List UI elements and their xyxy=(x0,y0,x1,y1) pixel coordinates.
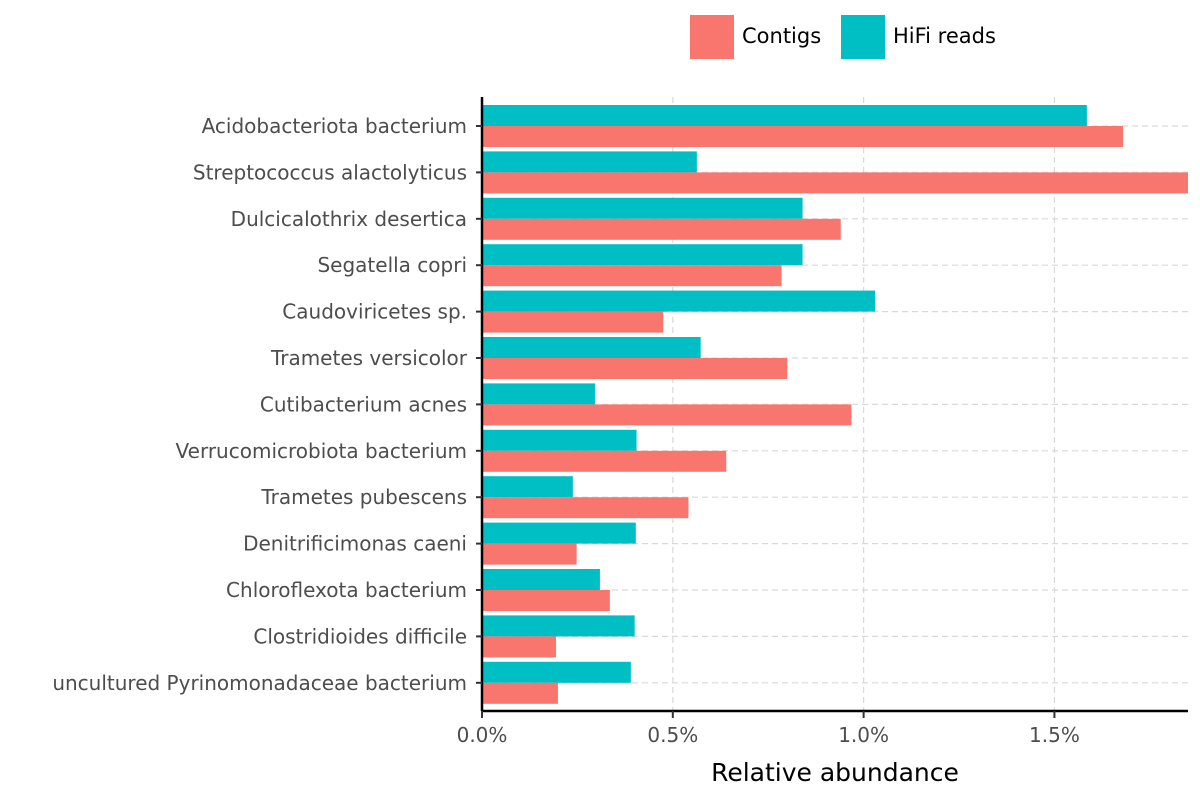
y-tick-label: Dulcicalothrix desertica xyxy=(231,207,467,231)
legend-label-hifi-reads: HiFi reads xyxy=(893,24,996,48)
y-tick-label: Chloroflexota bacterium xyxy=(226,578,467,602)
x-tick-label: 0.0% xyxy=(457,723,508,747)
bar-hifi-reads-cutibacterium-acnes xyxy=(482,383,595,405)
bar-contigs-trametes-pubescens xyxy=(482,497,689,519)
x-tick-label: 1.5% xyxy=(1029,723,1080,747)
legend-swatch-hifi-reads xyxy=(841,15,885,59)
bar-hifi-reads-caudoviricetes-sp xyxy=(482,290,876,312)
bar-contigs-caudoviricetes-sp xyxy=(482,311,664,333)
bar-contigs-acidobacteriota-bacterium xyxy=(482,126,1124,147)
bars xyxy=(482,105,1188,704)
x-axis-title: Relative abundance xyxy=(711,758,959,787)
bar-contigs-cutibacterium-acnes xyxy=(482,404,852,426)
bar-hifi-reads-verrucomicrobiota-bacterium xyxy=(482,429,637,451)
bar-hifi-reads-streptococcus-alactolyticus xyxy=(482,151,697,173)
bar-contigs-clostridioides-difficile xyxy=(482,636,557,658)
bar-contigs-segatella-copri xyxy=(482,265,782,287)
bar-contigs-verrucomicrobiota-bacterium xyxy=(482,450,727,472)
y-tick-label: Acidobacteriota bacterium xyxy=(202,114,467,138)
legend: Contigs HiFi reads xyxy=(690,15,996,59)
y-tick-label: uncultured Pyrinomonadaceae bacterium xyxy=(52,671,467,695)
x-axis-ticks: 0.0% 0.5% 1.0% 1.5% xyxy=(457,711,1080,747)
bar-hifi-reads-uncultured-pyrinomonadaceae-bacterium xyxy=(482,661,631,683)
y-tick-label: Streptococcus alactolyticus xyxy=(193,160,467,184)
y-tick-label: Verrucomicrobiota bacterium xyxy=(176,439,467,463)
bar-hifi-reads-segatella-copri xyxy=(482,244,803,266)
bar-hifi-reads-dulcicalothrix-desertica xyxy=(482,197,803,219)
bar-hifi-reads-clostridioides-difficile xyxy=(482,615,635,637)
bar-hifi-reads-denitrificimonas-caeni xyxy=(482,522,636,544)
x-tick-label: 0.5% xyxy=(647,723,698,747)
bar-hifi-reads-chloroflexota-bacterium xyxy=(482,569,600,590)
bar-contigs-chloroflexota-bacterium xyxy=(482,590,610,611)
legend-swatch-contigs xyxy=(690,15,734,59)
y-tick-label: Caudoviricetes sp. xyxy=(282,300,467,324)
bar-hifi-reads-trametes-pubescens xyxy=(482,476,573,498)
y-axis-ticks: Acidobacteriota bacterium Streptococcus a… xyxy=(52,114,482,695)
y-tick-label: Denitrificimonas caeni xyxy=(243,532,467,556)
bar-hifi-reads-acidobacteriota-bacterium xyxy=(482,105,1087,126)
y-tick-label: Trametes pubescens xyxy=(260,485,467,509)
bar-contigs-trametes-versicolor xyxy=(482,358,788,379)
bar-contigs-dulcicalothrix-desertica xyxy=(482,218,841,240)
bar-contigs-denitrificimonas-caeni xyxy=(482,543,577,565)
y-tick-label: Segatella copri xyxy=(317,253,467,277)
y-tick-label: Cutibacterium acnes xyxy=(260,392,467,416)
y-tick-label: Trametes versicolor xyxy=(270,346,468,370)
bar-contigs-uncultured-pyrinomonadaceae-bacterium xyxy=(482,682,558,704)
y-tick-label: Clostridioides difficile xyxy=(253,624,467,648)
x-tick-label: 1.0% xyxy=(838,723,889,747)
bar-hifi-reads-trametes-versicolor xyxy=(482,337,701,358)
legend-label-contigs: Contigs xyxy=(742,24,821,48)
bar-contigs-streptococcus-alactolyticus xyxy=(482,172,1188,194)
